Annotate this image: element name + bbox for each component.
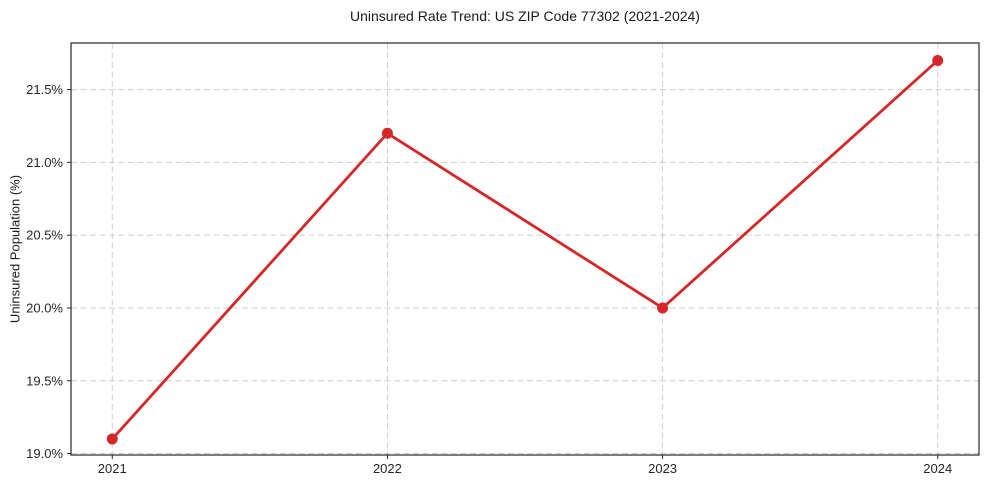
chart-title: Uninsured Rate Trend: US ZIP Code 77302 …: [350, 8, 700, 24]
data-point-marker: [932, 54, 944, 66]
y-tick-label: 20.0%: [26, 300, 63, 315]
y-tick-label: 20.5%: [26, 228, 63, 243]
axes-spines: [70, 42, 980, 456]
y-tick-label: 21.0%: [26, 155, 63, 170]
x-tick-label: 2023: [648, 461, 677, 476]
data-point-marker: [106, 433, 118, 445]
trend-line: [110, 59, 940, 441]
y-tick-label: 21.5%: [26, 82, 63, 97]
x-tick-label: 2024: [923, 461, 952, 476]
x-tick-label: 2022: [373, 461, 402, 476]
x-tick-label: 2021: [98, 461, 127, 476]
y-tick-label: 19.0%: [26, 446, 63, 461]
data-point-marker: [657, 302, 669, 314]
y-tick-label: 19.5%: [26, 373, 63, 388]
data-point-marker: [381, 127, 393, 139]
